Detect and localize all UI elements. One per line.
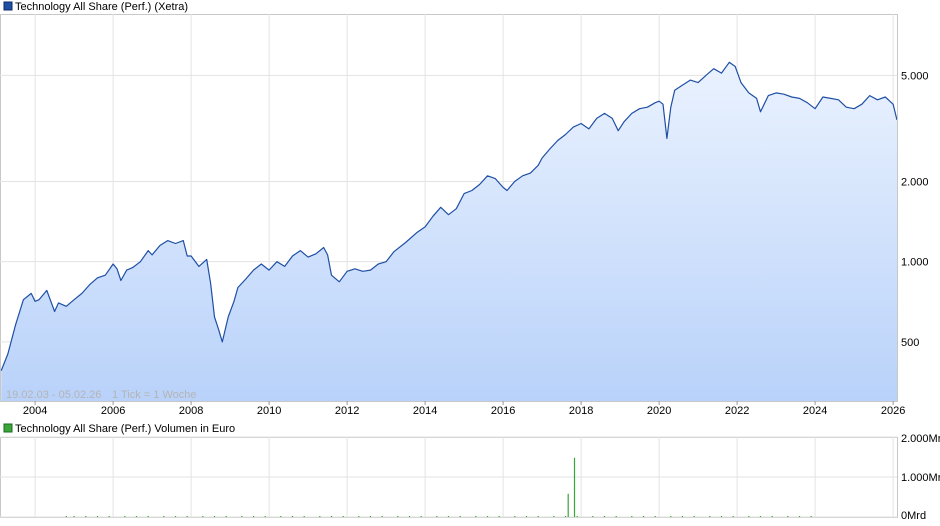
volume-bar bbox=[186, 516, 188, 517]
volume-bar bbox=[174, 516, 177, 517]
volume-bar bbox=[525, 516, 528, 517]
volume-y-tick-label: 1.000Mr bbox=[901, 472, 940, 484]
volume-bar bbox=[537, 516, 539, 517]
volume-bar bbox=[319, 516, 321, 517]
main-chart-title: Technology All Share (Perf.) (Xetra) bbox=[15, 1, 188, 13]
volume-bar bbox=[252, 516, 255, 517]
volume-bar bbox=[147, 516, 149, 517]
x-tick-label: 2010 bbox=[257, 405, 281, 417]
volume-bar bbox=[163, 516, 165, 517]
volume-bar bbox=[225, 516, 227, 517]
volume-y-tick-label: 2.000Mr bbox=[901, 433, 940, 445]
volume-bar bbox=[592, 516, 594, 517]
legend-swatch-price bbox=[3, 1, 13, 11]
y-tick-label: 1.000 bbox=[901, 257, 929, 269]
volume-bar bbox=[615, 516, 617, 517]
x-tick-label: 2022 bbox=[725, 405, 749, 417]
volume-bar bbox=[693, 516, 695, 517]
main-series bbox=[0, 61, 897, 401]
volume-bar bbox=[787, 516, 789, 517]
x-tick-label: 2014 bbox=[413, 405, 437, 417]
volume-bar bbox=[280, 516, 282, 517]
range-label: 19.02.03 - 05.02.26 bbox=[6, 389, 101, 401]
x-axis: 2004 2006 2008 2010 2012 2014 2016 2018 2020 2022… bbox=[23, 401, 905, 417]
volume-chart-title: Technology All Share (Perf.) Volumen in … bbox=[15, 423, 235, 435]
volume-bar bbox=[436, 516, 438, 517]
x-tick-label: 2018 bbox=[569, 405, 593, 417]
volume-bar bbox=[720, 516, 723, 517]
x-tick-label: 2016 bbox=[491, 405, 515, 417]
volume-bar bbox=[291, 516, 294, 517]
y-tick-label: 5.000 bbox=[901, 70, 929, 82]
volume-bar bbox=[798, 516, 801, 517]
volume-bar bbox=[459, 516, 461, 517]
volume-bar bbox=[213, 516, 216, 517]
volume-bar bbox=[264, 516, 266, 517]
x-tick-label: 2006 bbox=[101, 405, 125, 417]
volume-bar bbox=[486, 516, 489, 517]
volume-bar bbox=[85, 516, 87, 517]
volume-y-axis: 0Mrd 1.000Mr 2.000Mr bbox=[901, 433, 940, 522]
volume-bar bbox=[408, 516, 411, 517]
volume-bar bbox=[397, 516, 399, 517]
volume-bar bbox=[241, 516, 243, 517]
volume-bar bbox=[498, 516, 500, 517]
price-line bbox=[0, 61, 897, 371]
volume-bar bbox=[810, 516, 812, 517]
tick-label: 1 Tick = 1 Woche bbox=[112, 389, 196, 401]
y-tick-label: 2.000 bbox=[901, 176, 929, 188]
volume-bar bbox=[553, 516, 555, 517]
x-tick-label: 2020 bbox=[647, 405, 671, 417]
volume-bar bbox=[342, 516, 344, 517]
volume-bar bbox=[330, 516, 333, 517]
volume-bar bbox=[567, 493, 569, 517]
volume-bar bbox=[358, 516, 360, 517]
legend-swatch-volume bbox=[3, 423, 13, 433]
volume-bar bbox=[135, 516, 138, 517]
x-tick-label: 2012 bbox=[335, 405, 359, 417]
volume-bar bbox=[202, 516, 204, 517]
volume-bar bbox=[681, 516, 684, 517]
volume-bar bbox=[732, 516, 734, 517]
x-tick-label: 2004 bbox=[23, 405, 47, 417]
volume-bar bbox=[447, 516, 450, 517]
y-tick-label: 500 bbox=[901, 337, 919, 349]
volume-bar bbox=[670, 516, 672, 517]
volume-bar bbox=[124, 516, 126, 517]
volume-bar bbox=[631, 516, 633, 517]
volume-bar bbox=[108, 516, 110, 517]
x-tick-label: 2024 bbox=[803, 405, 827, 417]
main-y-axis: 500 1.000 2.000 5.000 bbox=[901, 70, 929, 348]
volume-bar bbox=[475, 516, 477, 517]
volume-bar bbox=[576, 516, 578, 517]
volume-bar bbox=[65, 516, 67, 517]
x-tick-label: 2008 bbox=[179, 405, 203, 417]
volume-bar bbox=[642, 516, 645, 517]
volume-y-tick-label: 0Mrd bbox=[901, 510, 926, 522]
volume-bar bbox=[303, 516, 305, 517]
volume-bar bbox=[514, 516, 516, 517]
volume-bar bbox=[771, 516, 773, 517]
volume-bar bbox=[759, 516, 762, 517]
volume-bar bbox=[96, 516, 99, 517]
volume-bars bbox=[65, 457, 812, 517]
x-tick-label: 2026 bbox=[881, 405, 905, 417]
volume-bar bbox=[709, 516, 711, 517]
volume-bar bbox=[420, 516, 422, 517]
volume-bar bbox=[73, 516, 75, 517]
volume-bar bbox=[381, 516, 383, 517]
volume-bar bbox=[369, 516, 372, 517]
volume-bar bbox=[564, 516, 567, 517]
volume-bar bbox=[654, 516, 656, 517]
price-area bbox=[1, 62, 897, 401]
volume-bar bbox=[573, 457, 576, 517]
volume-bar bbox=[748, 516, 750, 517]
volume-bar bbox=[603, 516, 606, 517]
